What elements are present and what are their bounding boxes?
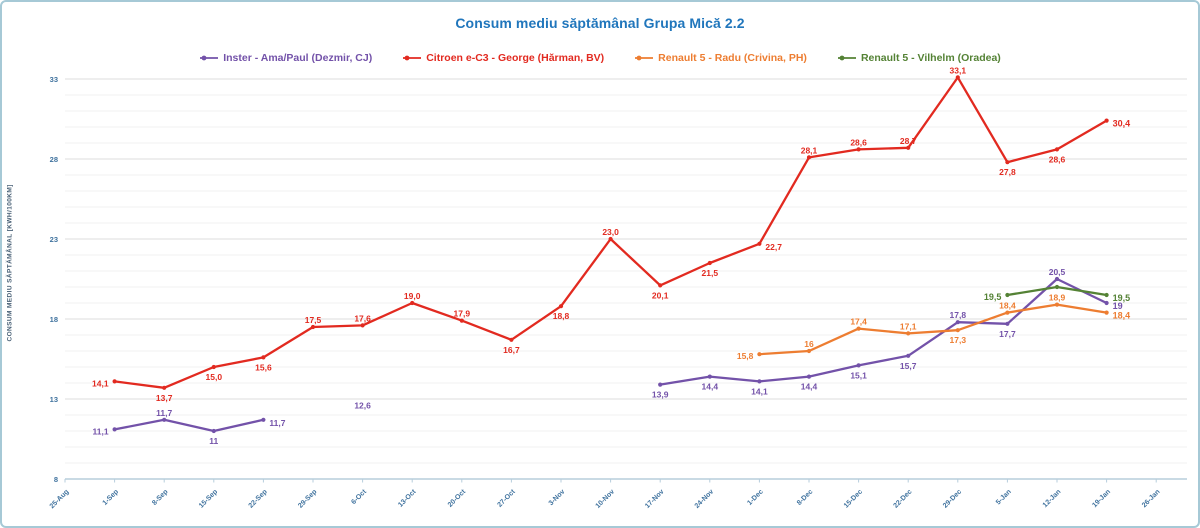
legend-item-1[interactable]: Citroen e-C3 - George (Hărman, BV) <box>402 52 604 64</box>
legend-label: Renault 5 - Radu (Crivina, PH) <box>658 52 807 64</box>
data-label: 15,6 <box>255 362 272 372</box>
legend-label: Citroen e-C3 - George (Hărman, BV) <box>426 52 605 64</box>
data-label: 23,0 <box>602 227 619 237</box>
legend-line-marker-icon <box>635 55 654 61</box>
svg-text:15-Sep: 15-Sep <box>198 488 219 509</box>
data-label: 28,1 <box>801 145 818 155</box>
svg-text:23: 23 <box>50 235 58 244</box>
legend-item-3[interactable]: Renault 5 - Vilhelm (Oradea) <box>837 52 1001 64</box>
data-label: 17,3 <box>950 335 967 345</box>
data-label: 20,1 <box>652 290 669 300</box>
y-axis-labels: 8 13 18 23 28 33 <box>50 75 58 484</box>
svg-text:28: 28 <box>50 155 58 164</box>
data-label: 17,7 <box>999 329 1016 339</box>
data-label: 19,5 <box>984 292 1002 302</box>
svg-text:17-Nov: 17-Nov <box>644 488 666 510</box>
data-label: 11,7 <box>269 418 285 428</box>
data-label: 22,7 <box>765 242 782 252</box>
data-label: 14,4 <box>702 382 719 392</box>
svg-text:25-Aug: 25-Aug <box>49 488 71 510</box>
data-label: 17,8 <box>950 310 967 320</box>
svg-text:20-Oct: 20-Oct <box>447 488 468 509</box>
data-label: 18,4 <box>999 301 1016 311</box>
legend-line-marker-icon <box>200 55 219 61</box>
svg-text:6-Oct: 6-Oct <box>350 488 368 506</box>
data-label: 19,5 <box>1113 293 1131 303</box>
data-label: 13,7 <box>156 393 173 403</box>
data-label: 14,4 <box>801 382 818 392</box>
data-label: 11,1 <box>93 426 109 436</box>
svg-text:22-Sep: 22-Sep <box>248 488 269 509</box>
x-axis <box>64 478 1187 483</box>
data-label: 17,6 <box>354 313 371 323</box>
svg-text:26-Jan: 26-Jan <box>1141 488 1162 509</box>
data-label: 19 <box>1113 301 1123 311</box>
svg-text:5-Jan: 5-Jan <box>995 488 1013 506</box>
data-label: 17,1 <box>900 321 917 331</box>
svg-text:29-Sep: 29-Sep <box>297 488 318 509</box>
data-label: 15,0 <box>206 372 223 382</box>
data-label: 17,9 <box>454 309 471 319</box>
data-label: 17,4 <box>850 317 867 327</box>
series-line-2: 15,8 16 17,4 17,1 17,3 18,4 18,9 18,4 <box>737 293 1130 362</box>
data-label: 21,5 <box>702 268 719 278</box>
svg-text:33: 33 <box>50 75 58 84</box>
svg-text:1-Sep: 1-Sep <box>102 488 120 506</box>
series-line-1: 14,1 13,7 15,0 15,6 17,5 17,6 19,0 17,9 16,7 18,8… <box>92 65 1130 402</box>
data-label: 28,7 <box>900 136 917 146</box>
data-label: 15,7 <box>900 361 917 371</box>
series-line-3: 19,5 19,5 <box>984 284 1131 303</box>
data-label: 28,6 <box>1049 154 1066 164</box>
legend-label: Inster - Ama/Paul (Dezmir, CJ) <box>223 52 373 64</box>
svg-text:10-Nov: 10-Nov <box>595 488 617 510</box>
data-label: 11,7 <box>156 408 172 418</box>
data-label: 15,1 <box>850 370 867 380</box>
data-label: 18,8 <box>553 311 570 321</box>
data-label: 27,8 <box>999 167 1016 177</box>
svg-text:18: 18 <box>50 315 58 324</box>
svg-text:15-Dec: 15-Dec <box>843 488 864 509</box>
svg-text:24-Nov: 24-Nov <box>694 488 716 510</box>
legend-item-2[interactable]: Renault 5 - Radu (Crivina, PH) <box>634 52 807 64</box>
data-label: 20,5 <box>1049 267 1066 277</box>
data-label: 18,4 <box>1113 311 1131 321</box>
svg-text:27-Oct: 27-Oct <box>496 488 517 509</box>
svg-text:8-Sep: 8-Sep <box>151 488 169 506</box>
legend: Inster - Ama/Paul (Dezmir, CJ) Citroen e-… <box>2 52 1198 64</box>
data-label: 14,1 <box>751 386 768 396</box>
svg-text:29-Dec: 29-Dec <box>942 488 963 509</box>
legend-item-0[interactable]: Inster - Ama/Paul (Dezmir, CJ) <box>199 52 372 64</box>
x-axis-labels: 25-Aug 1-Sep 8-Sep 15-Sep 22-Sep 29-Sep 6-Oct 1… <box>49 488 1162 510</box>
legend-line-marker-icon <box>837 55 856 61</box>
data-label: 17,5 <box>305 315 322 325</box>
data-label: 13,9 <box>652 390 669 400</box>
svg-text:22-Dec: 22-Dec <box>892 488 913 509</box>
series-line-0: 11,1 11,7 11 11,7 12,6 13,9 14,4 14,1 14,4 15,1 15… <box>93 267 1123 446</box>
data-label: 16 <box>804 339 814 349</box>
legend-line-marker-icon <box>403 55 422 61</box>
svg-text:3-Nov: 3-Nov <box>548 488 567 507</box>
svg-text:19-Jan: 19-Jan <box>1091 488 1112 509</box>
svg-text:8: 8 <box>54 475 58 484</box>
legend-label: Renault 5 - Vilhelm (Oradea) <box>860 52 1001 64</box>
data-label: 14,1 <box>92 378 109 388</box>
data-label: 15,8 <box>737 351 754 361</box>
data-label: 19,0 <box>404 291 421 301</box>
svg-text:13-Oct: 13-Oct <box>397 488 418 509</box>
data-label: 28,6 <box>850 137 867 147</box>
svg-text:8-Dec: 8-Dec <box>796 488 815 507</box>
svg-text:13: 13 <box>50 395 58 404</box>
data-label: 30,4 <box>1113 119 1131 129</box>
data-label: 18,9 <box>1049 293 1066 303</box>
data-label: 33,1 <box>950 65 967 75</box>
chart-title: Consum mediu săptămânal Grupa Mică 2.2 <box>455 15 745 31</box>
data-label: 11 <box>209 436 218 446</box>
svg-text:1-Dec: 1-Dec <box>746 488 765 507</box>
data-label: 16,7 <box>503 345 520 355</box>
svg-text:12-Jan: 12-Jan <box>1042 488 1063 509</box>
gridlines <box>65 78 1187 464</box>
data-label: 12,6 <box>354 400 371 410</box>
